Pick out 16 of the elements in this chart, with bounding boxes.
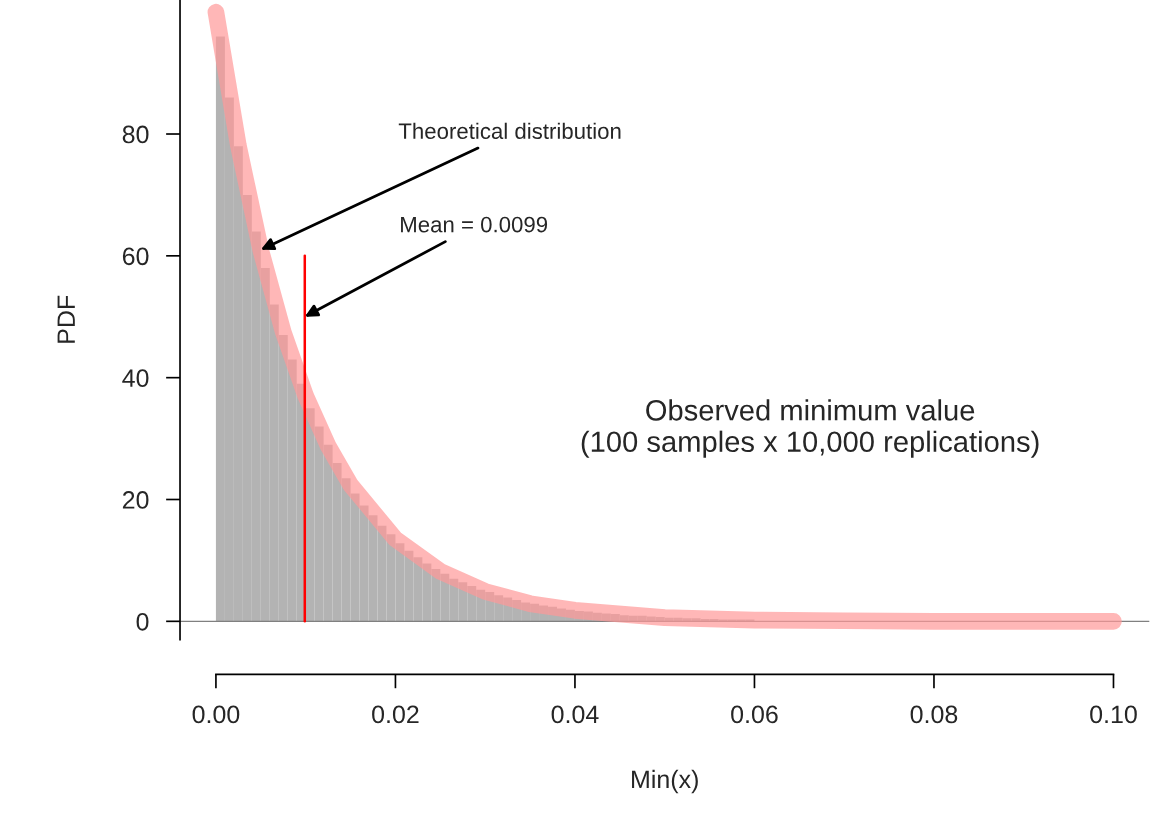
x-axis-title: Min(x) [632, 769, 698, 794]
x-tick-label: 0.08 [910, 705, 958, 724]
x-tick-label: 0.06 [731, 705, 778, 724]
annotation: Mean = 0.0099 [401, 216, 548, 233]
annotation: Observed minimum value (100 samples x 10,000 replications) [581, 399, 1039, 458]
y-tick-label: 40 [122, 369, 149, 387]
x-tick-label: 0.04 [551, 705, 599, 724]
y-tick-label: 0 [136, 612, 149, 631]
x-tick-label: 0.02 [372, 705, 419, 724]
y-tick-label: 60 [122, 247, 149, 266]
x-tick-label: 0.00 [192, 705, 240, 724]
annotation: Theoretical distribution [398, 122, 621, 140]
y-axis-title: PDF [57, 295, 75, 343]
y-tick-label: 20 [122, 491, 149, 509]
x-tick-label: 0.10 [1090, 705, 1137, 724]
y-tick-label: 80 [122, 125, 149, 144]
